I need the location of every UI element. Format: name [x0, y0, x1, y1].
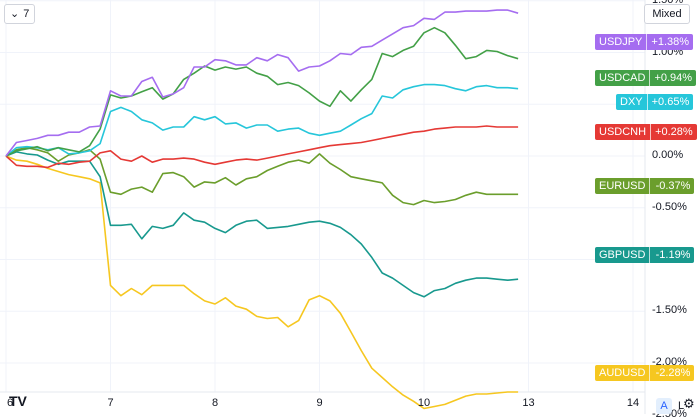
x-tick-label: 14: [626, 397, 640, 409]
series-tag-value: +0.94%: [649, 70, 696, 86]
series-tag-value: -0.37%: [649, 178, 694, 194]
x-tick-label: 6: [6, 397, 14, 409]
series-line-usdcad: [5, 26, 519, 157]
series-line-eurusd: [5, 146, 519, 206]
chevron-down-icon: ⌄: [10, 8, 20, 20]
series-tag-symbol: EURUSD: [599, 180, 646, 192]
x-tick-label: 10: [417, 397, 431, 409]
series-tag-value: -2.28%: [649, 365, 694, 381]
gear-icon[interactable]: ⚙: [683, 396, 695, 411]
x-tick-label: 7: [107, 397, 114, 409]
series-tag-symbol: USDJPY: [599, 36, 643, 48]
series-tag-usdcad: USDCAD +0.94%: [595, 70, 697, 86]
y-tick-label: 0.00%: [652, 149, 684, 161]
series-tag-symbol: USDCAD: [599, 72, 646, 84]
y-tick-label: -1.50%: [652, 304, 687, 317]
series-tag-symbol: AUDUSD: [599, 367, 646, 379]
series-tag-usdjpy: USDJPY +1.38%: [595, 34, 694, 50]
series-tag-symbol: GBPUSD: [599, 249, 646, 261]
series-tag-value: -1.19%: [649, 247, 694, 263]
series-tag-dxy: DXY +0.65%: [616, 94, 694, 110]
log-scale-button[interactable]: L: [678, 400, 685, 412]
y-tick-label: -0.50%: [652, 200, 687, 213]
tradingview-logo: TV: [9, 393, 27, 409]
series-line-gbpusd: [5, 151, 519, 298]
series-tag-symbol: DXY: [620, 96, 643, 108]
series-tag-usdcnh: USDCNH +0.28%: [595, 124, 697, 140]
series-line-dxy: [5, 83, 519, 157]
series-tag-symbol: USDCNH: [599, 126, 647, 138]
x-tick-label: 9: [316, 397, 323, 409]
series-tag-value: +0.65%: [646, 94, 694, 110]
series-tag-eurusd: EURUSD -0.37%: [595, 178, 695, 194]
series-tag-gbpusd: GBPUSD -1.19%: [595, 247, 695, 263]
series-line-audusd: [5, 155, 519, 410]
x-tick-label: 13: [522, 397, 535, 409]
series-tag-value: +1.38%: [646, 34, 693, 50]
x-tick-label: 8: [211, 397, 219, 409]
series-line-usdjpy: [5, 9, 519, 157]
series-line-usdcnh: [5, 125, 519, 169]
scale-mode-button[interactable]: Mixed: [644, 4, 690, 24]
y-tick-label: 1.50%: [652, 0, 683, 6]
interval-label: 7: [23, 8, 30, 20]
series-tag-value: +0.28%: [650, 124, 697, 140]
interval-button[interactable]: ⌄ 7: [4, 4, 36, 24]
series-tag-audusd: AUDUSD -2.28%: [595, 365, 695, 381]
auto-scale-button[interactable]: A: [656, 398, 672, 414]
